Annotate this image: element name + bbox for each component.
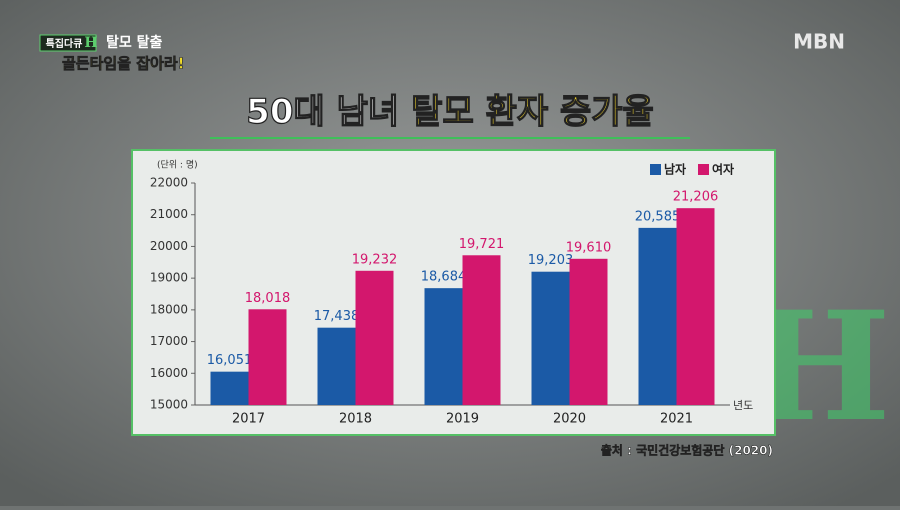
episode-subtitle: 골든타임을 잡아라! <box>62 55 184 73</box>
value-label: 19,203 <box>528 253 574 268</box>
bar <box>424 288 463 405</box>
source: 출처 : 국민건강보험공단 (2020) <box>601 443 773 458</box>
value-label: 19,721 <box>459 237 505 252</box>
bar <box>569 258 608 405</box>
y-tick-label: 16000 <box>150 366 188 380</box>
program-mark: H <box>84 35 97 51</box>
legend-label: 남자 <box>664 162 686 177</box>
value-label: 21,206 <box>673 190 719 205</box>
title-highlight: 탈모 환자 증가율 <box>411 92 654 132</box>
value-label: 16,051 <box>207 353 253 368</box>
y-tick-label: 15000 <box>150 398 188 412</box>
title-main: 50대 남녀 <box>246 92 399 132</box>
chart-title: 50대 남녀 탈모 환자 증가율 <box>246 92 654 132</box>
bar <box>638 227 677 405</box>
x-tick-label: 2020 <box>553 412 586 427</box>
bar <box>317 327 356 405</box>
value-label: 19,232 <box>352 252 398 267</box>
bar <box>248 309 287 405</box>
y-tick-label: 18000 <box>150 302 188 316</box>
value-label: 19,610 <box>566 240 612 255</box>
y-tick-label: 19000 <box>150 271 188 285</box>
x-tick-label: 2017 <box>232 412 265 427</box>
unit-label: (단위 : 명) <box>157 160 198 171</box>
y-tick-label: 20000 <box>150 239 188 253</box>
value-label: 18,018 <box>245 291 291 306</box>
x-axis-label: 년도 <box>733 399 753 412</box>
legend-swatch <box>650 164 661 175</box>
value-label: 17,438 <box>314 309 360 324</box>
bar <box>462 255 501 405</box>
y-tick-label: 21000 <box>150 207 188 221</box>
value-label: 20,585 <box>635 209 681 224</box>
episode-title: 탈모 탈출 <box>106 34 163 51</box>
program-name: 특집다큐 <box>46 37 83 50</box>
x-tick-label: 2018 <box>339 412 372 427</box>
program-badge <box>39 34 97 52</box>
x-tick-label: 2019 <box>446 412 479 427</box>
y-tick-label: 17000 <box>150 334 188 348</box>
value-label: 18,684 <box>421 270 467 285</box>
legend-label: 여자 <box>712 162 734 177</box>
bar <box>531 271 570 405</box>
y-tick-label: 22000 <box>150 176 188 190</box>
bar <box>355 270 394 405</box>
bar <box>676 208 715 405</box>
bar <box>210 371 249 405</box>
legend-swatch <box>698 164 709 175</box>
x-tick-label: 2021 <box>660 412 693 427</box>
channel-logo: MBN <box>793 30 845 54</box>
